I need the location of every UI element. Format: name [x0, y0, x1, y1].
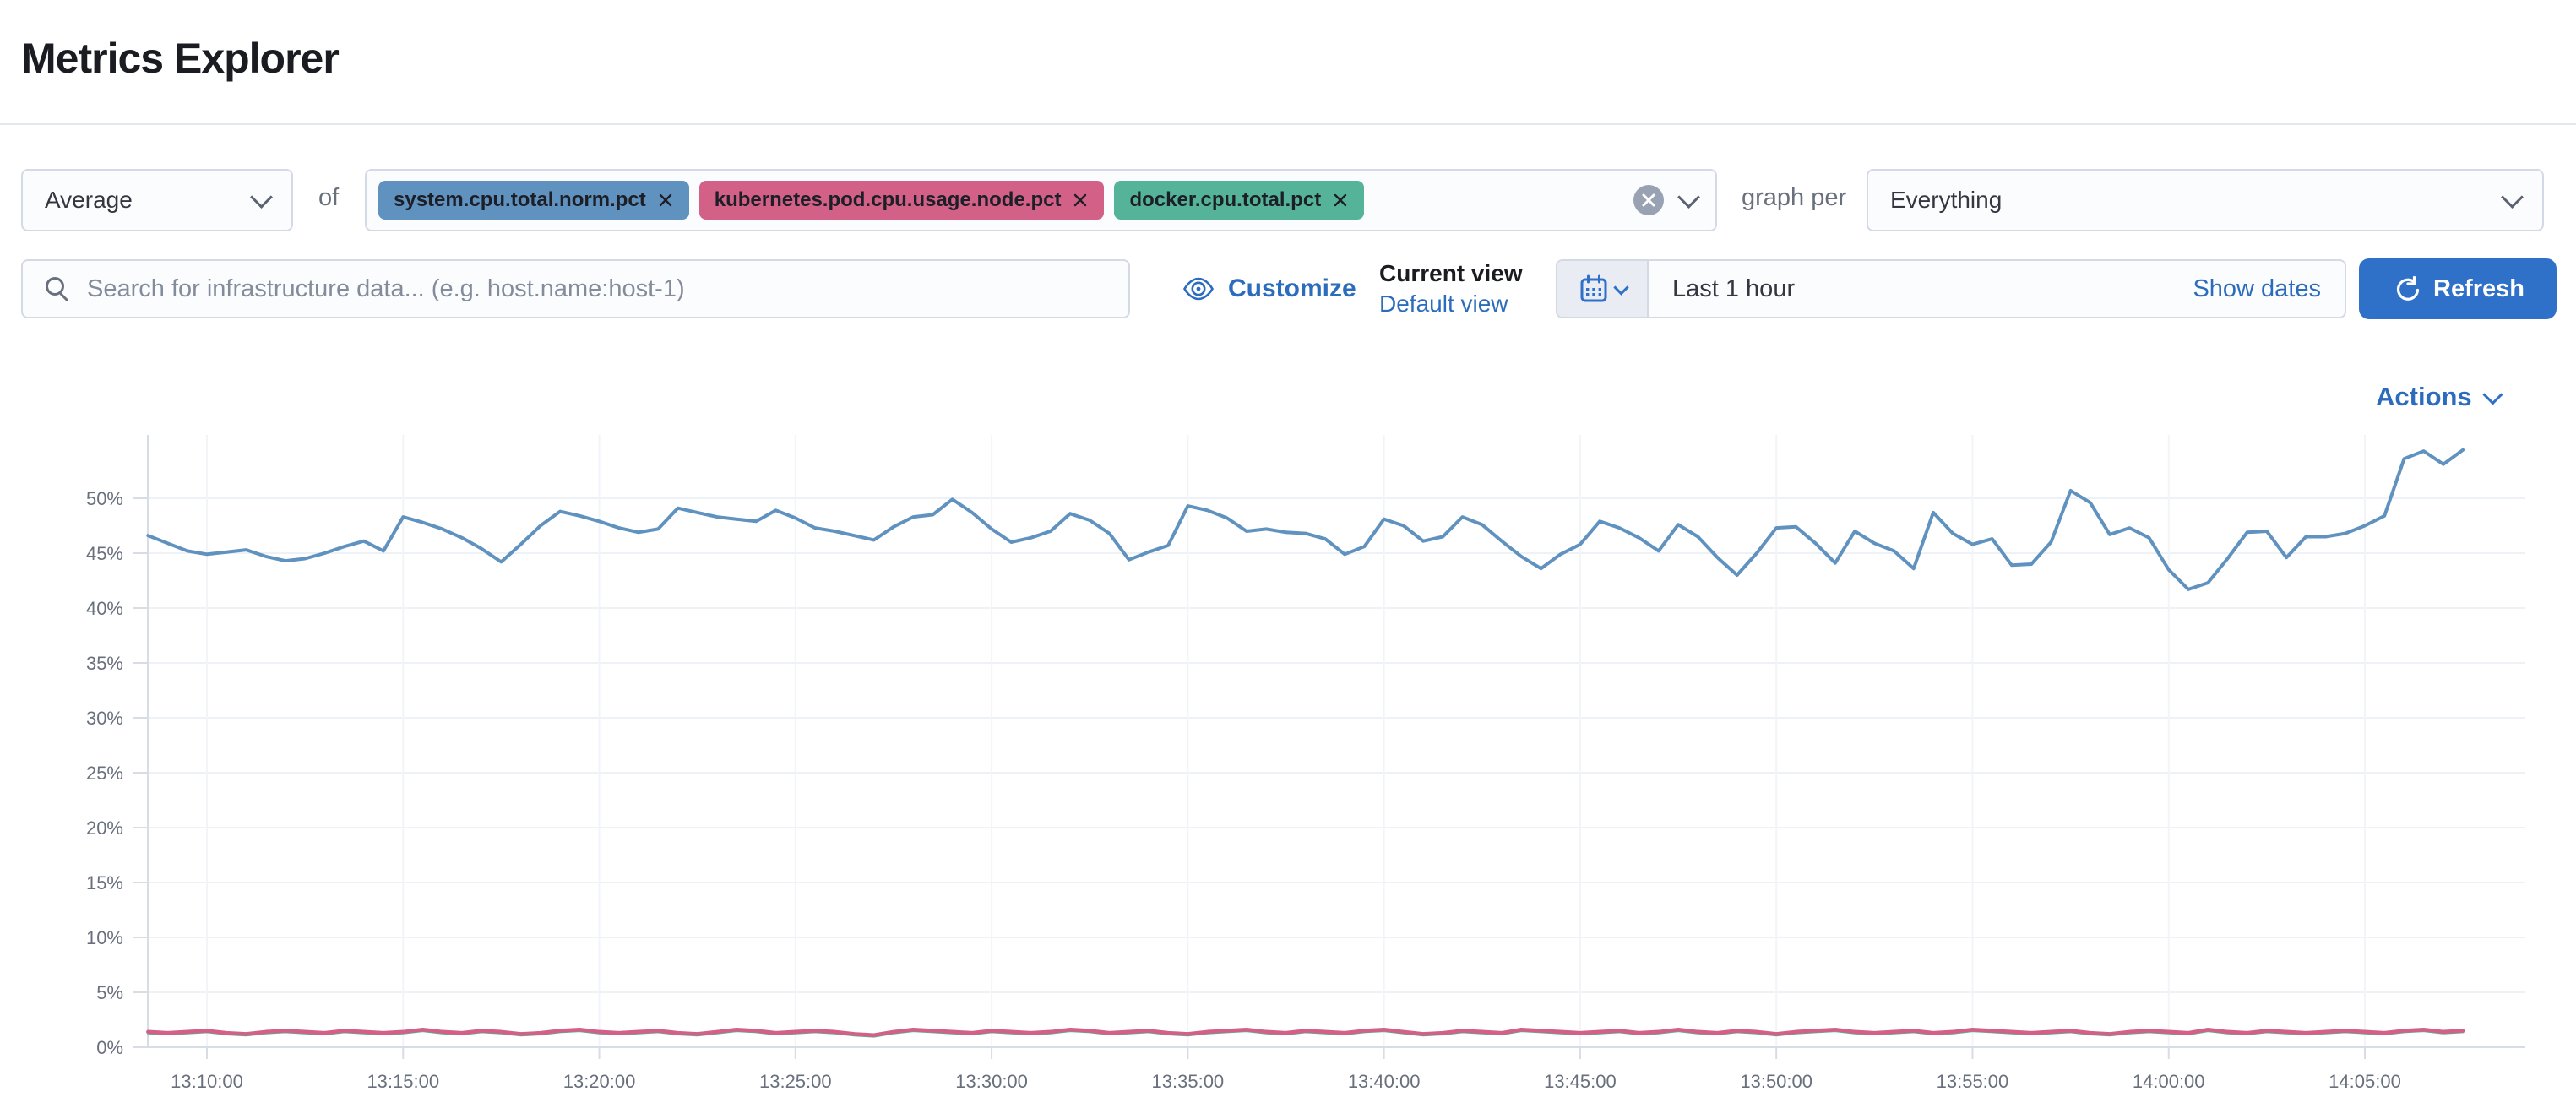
chevron-down-icon — [1612, 279, 1629, 296]
date-picker[interactable]: Last 1 hour Show dates — [1556, 259, 2346, 318]
current-view-label: Current view — [1379, 260, 1523, 286]
actions-label: Actions — [2376, 382, 2472, 411]
metric-pill[interactable]: system.cpu.total.norm.pct — [378, 181, 689, 220]
default-view-link[interactable]: Default view — [1379, 291, 1508, 317]
group-by-value: Everything — [1890, 187, 2003, 213]
of-label: of — [318, 184, 340, 211]
chevron-down-icon — [2482, 383, 2503, 405]
metric-pill-label: system.cpu.total.norm.pct — [394, 188, 646, 211]
header-divider — [0, 123, 2576, 125]
svg-text:30%: 30% — [86, 708, 123, 729]
svg-text:13:40:00: 13:40:00 — [1348, 1071, 1421, 1092]
refresh-label: Refresh — [2433, 274, 2524, 302]
svg-text:35%: 35% — [86, 653, 123, 674]
svg-text:14:00:00: 14:00:00 — [2133, 1071, 2205, 1092]
svg-text:13:20:00: 13:20:00 — [563, 1071, 636, 1092]
svg-text:50%: 50% — [86, 488, 123, 509]
metrics-chart[interactable]: 13:10:00 13:15:00 13:20:00 13:25:00 13:30:00… — [0, 414, 2576, 1108]
search-input[interactable]: Search for infrastructure data... (e.g. … — [21, 259, 1130, 318]
search-placeholder: Search for infrastructure data... (e.g. … — [87, 274, 685, 302]
metrics-combobox[interactable]: system.cpu.total.norm.pct kubernetes.pod.… — [365, 169, 1717, 231]
svg-text:40%: 40% — [86, 598, 123, 619]
time-range-value: Last 1 hour — [1672, 274, 1796, 302]
eye-icon — [1183, 277, 1214, 301]
clear-metrics-button[interactable] — [1633, 185, 1664, 215]
metric-pill-label: kubernetes.pod.cpu.usage.node.pct — [714, 188, 1062, 211]
svg-text:15%: 15% — [86, 872, 123, 893]
svg-text:13:50:00: 13:50:00 — [1740, 1071, 1812, 1092]
chevron-down-icon[interactable] — [1677, 185, 1700, 209]
calendar-icon — [1580, 274, 1606, 302]
svg-text:13:15:00: 13:15:00 — [367, 1071, 439, 1092]
svg-text:5%: 5% — [96, 982, 123, 1003]
customize-button[interactable]: Customize — [1181, 271, 1356, 307]
remove-metric-icon[interactable] — [1332, 192, 1349, 209]
metric-pill-label: docker.cpu.total.pct — [1129, 188, 1322, 211]
refresh-icon — [2396, 275, 2420, 301]
series-kubernetes.pod.cpu.usage.node.pct — [146, 1027, 2465, 1037]
svg-text:20%: 20% — [86, 817, 123, 839]
svg-text:13:30:00: 13:30:00 — [955, 1071, 1028, 1092]
group-by-select[interactable]: Everything — [1867, 169, 2544, 231]
aggregation-value: Average — [45, 187, 133, 213]
cross-icon — [1642, 193, 1655, 207]
show-dates-link[interactable]: Show dates — [2193, 274, 2321, 302]
chevron-down-icon — [2501, 185, 2524, 209]
svg-text:25%: 25% — [86, 763, 123, 784]
aggregation-select[interactable]: Average — [21, 169, 293, 231]
svg-text:10%: 10% — [86, 927, 123, 948]
refresh-button[interactable]: Refresh — [2359, 258, 2557, 319]
metric-pill-list: system.cpu.total.norm.pct kubernetes.pod.… — [378, 181, 1633, 220]
svg-text:13:35:00: 13:35:00 — [1152, 1071, 1225, 1092]
quick-select-button[interactable] — [1557, 261, 1649, 317]
series-system.cpu.total.norm.pct — [146, 448, 2465, 591]
actions-menu-button[interactable]: Actions — [2376, 382, 2503, 412]
metric-pill[interactable]: docker.cpu.total.pct — [1114, 181, 1365, 220]
search-icon — [46, 277, 68, 301]
remove-metric-icon[interactable] — [657, 192, 674, 209]
remove-metric-icon[interactable] — [1072, 192, 1089, 209]
metric-pill[interactable]: kubernetes.pod.cpu.usage.node.pct — [698, 181, 1105, 220]
svg-text:45%: 45% — [86, 543, 123, 564]
chevron-down-icon — [250, 185, 273, 209]
svg-text:13:25:00: 13:25:00 — [759, 1071, 832, 1092]
svg-text:13:45:00: 13:45:00 — [1544, 1071, 1617, 1092]
saved-view-control: Current view Default view — [1379, 258, 1523, 319]
svg-text:13:55:00: 13:55:00 — [1937, 1071, 2009, 1092]
svg-text:0%: 0% — [96, 1037, 123, 1058]
page-title: Metrics Explorer — [21, 34, 340, 82]
customize-label: Customize — [1228, 274, 1356, 302]
svg-text:14:05:00: 14:05:00 — [2329, 1071, 2401, 1092]
graph-per-label: graph per — [1742, 184, 1847, 211]
svg-text:13:10:00: 13:10:00 — [171, 1071, 243, 1092]
